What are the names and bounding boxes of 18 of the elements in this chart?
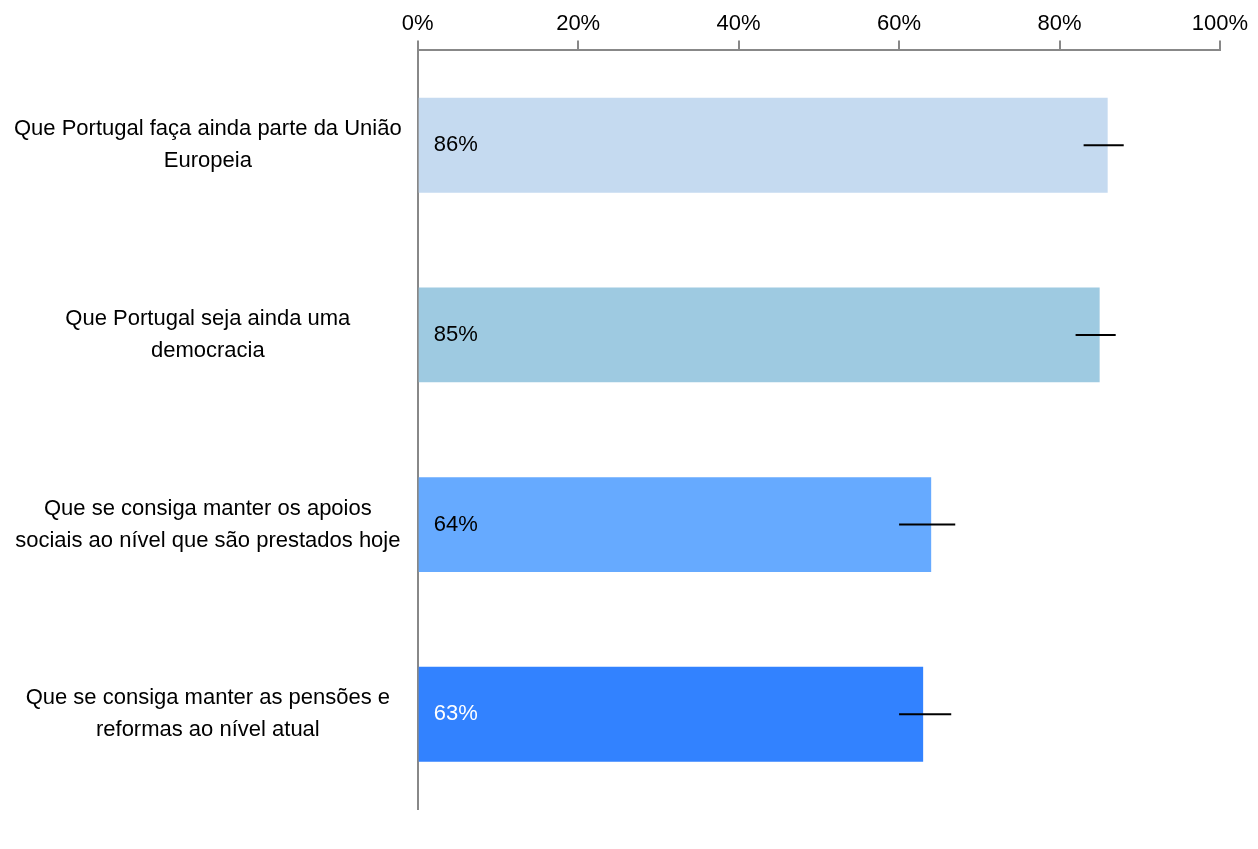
x-tick-label: 100% [1191, 10, 1249, 36]
x-tick-label: 80% [1037, 10, 1082, 36]
y-tick-label: Que Portugal faça ainda parte da União Europeia [13, 115, 402, 173]
y-tick-label: Que se consiga manter as pensões e reformas ao nível atual [25, 684, 391, 742]
data-label: 86% [433, 131, 478, 157]
y-tick-label: Que se consiga manter os apoios sociais ao nível que são prestados hoje [15, 494, 401, 552]
y-tick-label: Que Portugal seja ainda uma democracia [65, 305, 352, 362]
bar [418, 97, 1108, 193]
x-tick-label: 40% [716, 10, 761, 36]
data-label: 64% [433, 510, 478, 536]
data-label: 85% [433, 320, 478, 346]
x-tick-label: 60% [877, 10, 922, 36]
bar [418, 477, 932, 573]
bar [418, 287, 1100, 383]
x-tick-label: 0% [401, 10, 434, 36]
data-label: 63% [433, 700, 478, 726]
bar [418, 666, 924, 762]
x-tick-label: 20% [556, 10, 601, 36]
